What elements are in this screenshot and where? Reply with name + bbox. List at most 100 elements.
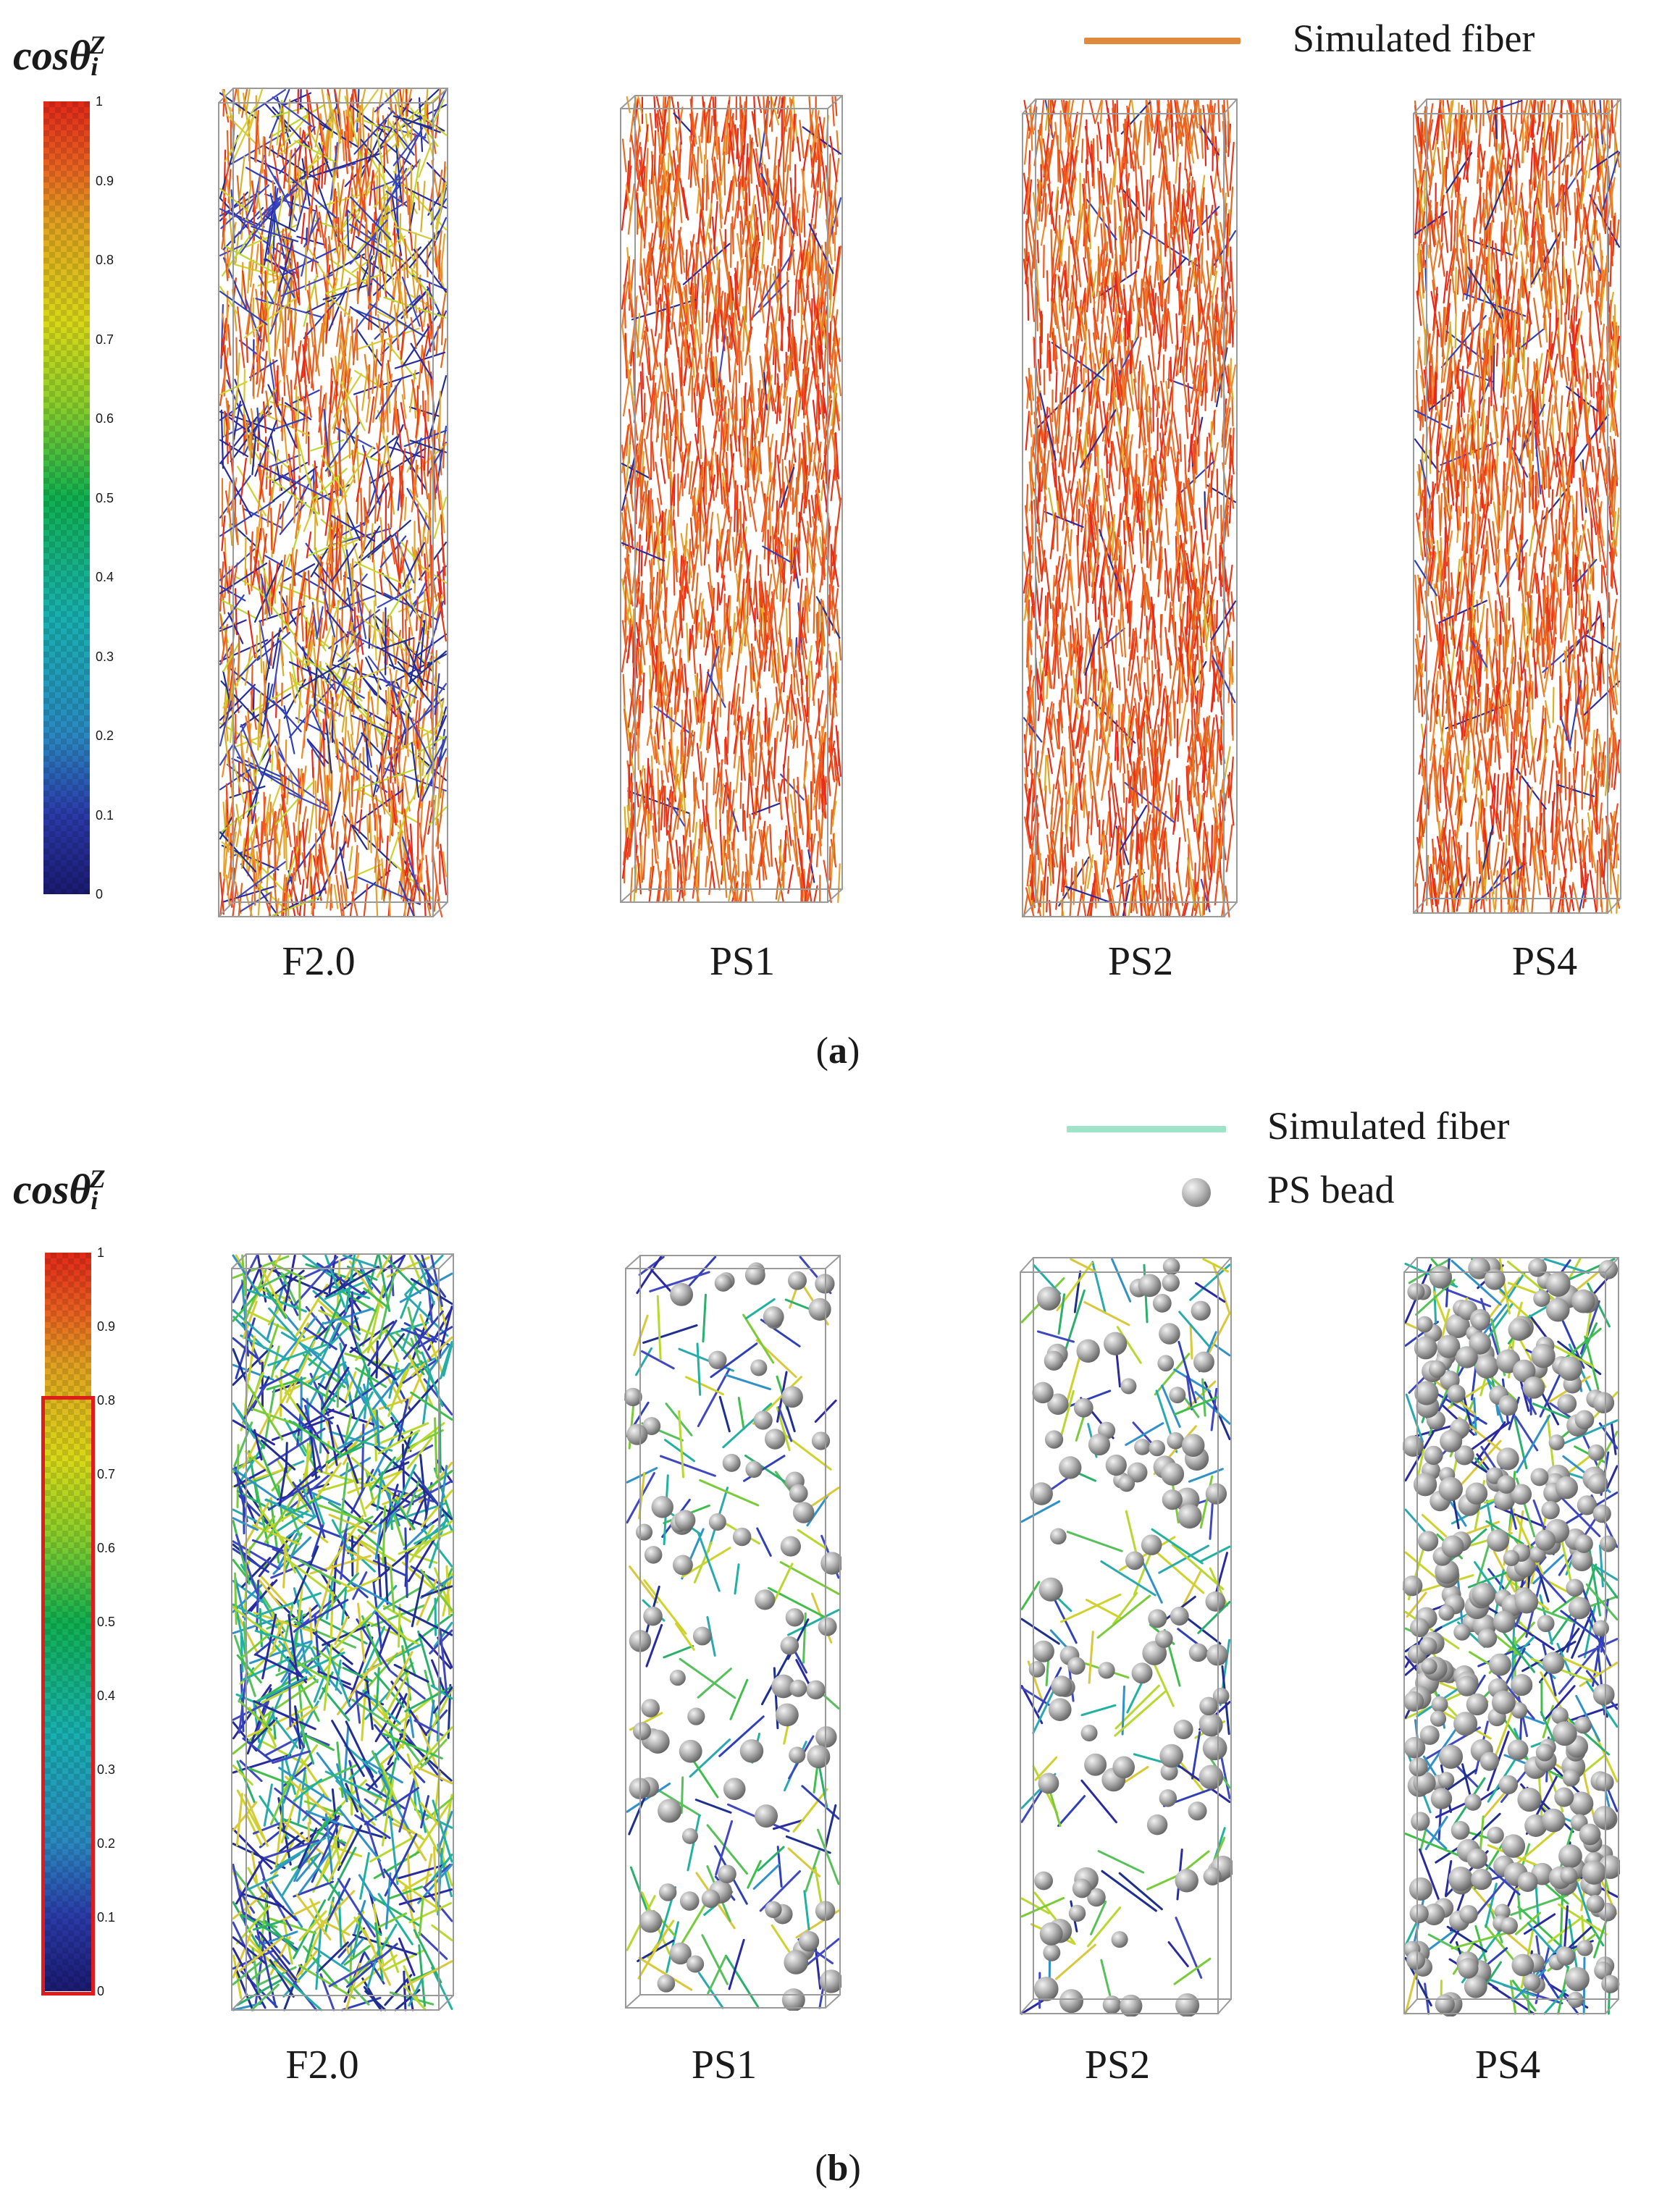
fiber bbox=[392, 135, 418, 167]
fiber bbox=[710, 840, 721, 891]
fiber bbox=[356, 494, 359, 524]
fiber bbox=[259, 620, 271, 670]
fiber bbox=[248, 678, 304, 715]
fiber bbox=[710, 461, 715, 501]
fiber bbox=[650, 329, 659, 367]
fiber bbox=[814, 335, 819, 384]
fiber bbox=[655, 644, 658, 692]
fiber bbox=[346, 211, 350, 251]
fiber bbox=[1204, 451, 1207, 489]
fiber bbox=[356, 331, 358, 361]
fiber bbox=[328, 636, 335, 671]
fiber bbox=[386, 342, 417, 379]
fiber bbox=[1060, 837, 1065, 888]
fiber bbox=[1159, 434, 1164, 464]
fiber bbox=[749, 651, 753, 693]
fiber bbox=[812, 399, 820, 451]
fiber bbox=[392, 276, 398, 303]
fiber bbox=[718, 797, 722, 822]
fiber bbox=[819, 390, 826, 440]
fiber bbox=[682, 817, 690, 857]
fiber bbox=[1050, 783, 1055, 815]
fiber bbox=[1181, 603, 1185, 630]
fiber bbox=[439, 288, 448, 329]
fiber bbox=[288, 195, 294, 230]
fiber bbox=[1171, 237, 1178, 278]
fiber bbox=[676, 668, 680, 696]
fiber bbox=[1052, 274, 1057, 303]
fiber bbox=[650, 382, 657, 430]
fiber bbox=[302, 395, 308, 423]
fiber bbox=[439, 757, 448, 799]
fiber bbox=[316, 152, 382, 175]
fiber bbox=[240, 724, 263, 776]
fiber bbox=[1229, 649, 1233, 686]
fiber bbox=[639, 466, 645, 504]
fiber bbox=[346, 631, 379, 649]
fiber bbox=[324, 598, 328, 631]
fiber bbox=[427, 442, 448, 476]
fiber bbox=[373, 615, 395, 670]
fiber bbox=[374, 836, 379, 873]
fiber bbox=[268, 133, 273, 157]
fiber bbox=[773, 287, 781, 336]
fiber bbox=[1172, 568, 1177, 607]
fiber bbox=[1059, 657, 1065, 703]
fiber bbox=[295, 474, 315, 509]
fiber bbox=[316, 211, 322, 238]
fiber bbox=[1228, 186, 1234, 237]
fiber bbox=[763, 589, 768, 641]
fiber bbox=[348, 846, 353, 872]
fiber bbox=[262, 680, 266, 712]
fiber bbox=[830, 600, 836, 634]
fiber bbox=[784, 164, 789, 201]
fiber bbox=[1170, 109, 1175, 162]
fiber bbox=[1109, 358, 1117, 398]
fiber bbox=[377, 859, 380, 887]
fiber bbox=[1024, 767, 1028, 792]
fiber bbox=[1128, 770, 1132, 804]
fiber bbox=[1151, 728, 1154, 757]
fiber bbox=[1191, 99, 1199, 149]
fiber bbox=[1109, 375, 1114, 411]
fiber bbox=[1185, 298, 1191, 340]
fiber bbox=[1059, 363, 1066, 410]
fiber bbox=[222, 257, 247, 309]
fiber bbox=[800, 678, 804, 704]
fiber bbox=[750, 643, 755, 682]
fiber bbox=[649, 671, 655, 702]
fiber bbox=[740, 101, 746, 153]
fiber bbox=[810, 342, 816, 374]
fiber bbox=[743, 158, 752, 210]
fiber bbox=[689, 258, 695, 295]
fiber bbox=[419, 620, 426, 672]
fiber bbox=[405, 591, 430, 639]
fiber bbox=[1037, 358, 1041, 386]
fiber bbox=[669, 431, 672, 471]
fiber bbox=[314, 572, 354, 611]
fiber bbox=[1122, 689, 1128, 733]
fiber bbox=[749, 848, 753, 875]
fiber bbox=[427, 492, 432, 536]
fiber bbox=[776, 385, 781, 424]
fiber bbox=[689, 140, 694, 188]
fiber bbox=[319, 301, 329, 342]
fiber bbox=[1198, 689, 1201, 725]
fiber bbox=[739, 731, 743, 781]
fiber bbox=[651, 441, 655, 471]
fiber bbox=[643, 258, 649, 301]
fiber bbox=[298, 830, 301, 867]
fiber bbox=[260, 573, 271, 617]
fiber bbox=[399, 494, 405, 530]
fiber bbox=[698, 135, 703, 164]
fiber bbox=[653, 735, 660, 765]
fiber bbox=[257, 469, 263, 514]
fiber bbox=[286, 374, 293, 411]
fiber bbox=[1203, 823, 1212, 874]
fiber bbox=[287, 152, 292, 194]
fiber bbox=[423, 567, 448, 584]
fiber bbox=[1086, 198, 1117, 240]
fiber bbox=[1082, 859, 1089, 905]
fiber bbox=[1030, 605, 1033, 631]
fiber bbox=[787, 576, 793, 603]
